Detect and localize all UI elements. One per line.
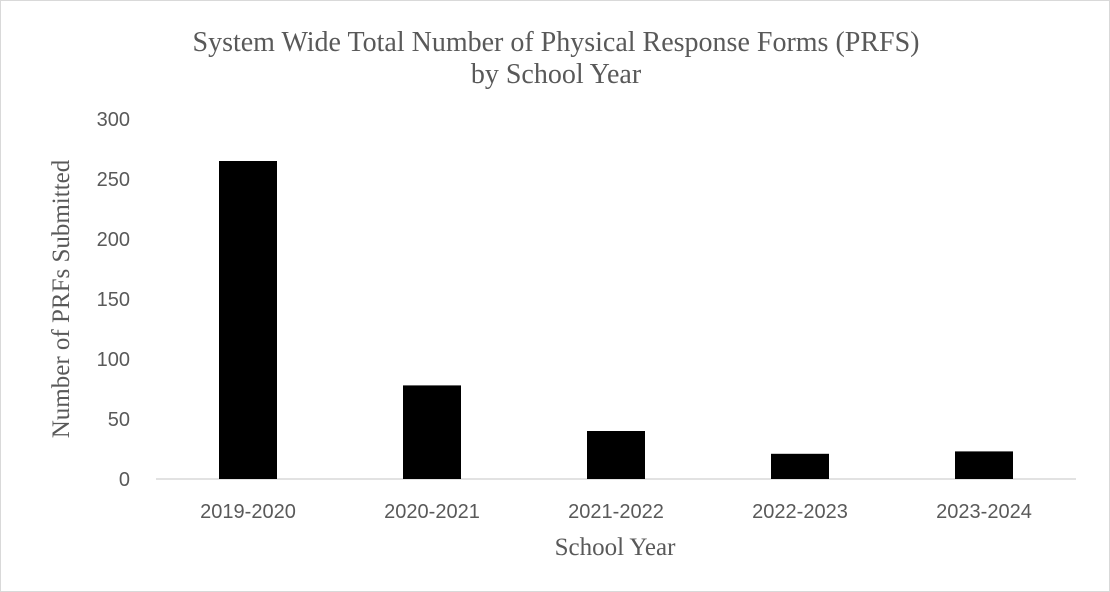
y-axis-ticks: 0 50 100 150 200 250 300 (97, 109, 130, 491)
y-tick-label: 150 (97, 289, 130, 311)
y-axis-title: Number of PRFs Submitted (48, 159, 75, 438)
bar-2020-2021 (403, 385, 461, 479)
y-tick-label: 200 (97, 229, 130, 251)
chart-subtitle: by School Year (471, 59, 642, 90)
bar-2021-2022 (587, 431, 645, 479)
bar-2022-2023 (771, 453, 829, 479)
x-tick-label: 2020-2021 (384, 501, 480, 523)
bar-2019-2020 (219, 161, 277, 479)
x-tick-label: 2019-2020 (200, 501, 296, 523)
x-tick-label: 2022-2023 (752, 501, 848, 523)
bar-2023-2024 (955, 451, 1013, 479)
x-tick-label: 2021-2022 (568, 501, 664, 523)
y-tick-label: 250 (97, 169, 130, 191)
x-axis-ticks: 2019-2020 2020-2021 2021-2022 2022-2023 2023… (200, 501, 1032, 523)
y-tick-label: 50 (108, 409, 130, 431)
y-tick-label: 100 (97, 349, 130, 371)
chart-title: System Wide Total Number of Physical Res… (193, 27, 920, 58)
y-tick-label: 0 (119, 469, 130, 491)
x-axis-title: School Year (555, 534, 677, 561)
bars-group (219, 161, 1013, 479)
y-tick-label: 300 (97, 109, 130, 131)
x-tick-label: 2023-2024 (936, 501, 1032, 523)
